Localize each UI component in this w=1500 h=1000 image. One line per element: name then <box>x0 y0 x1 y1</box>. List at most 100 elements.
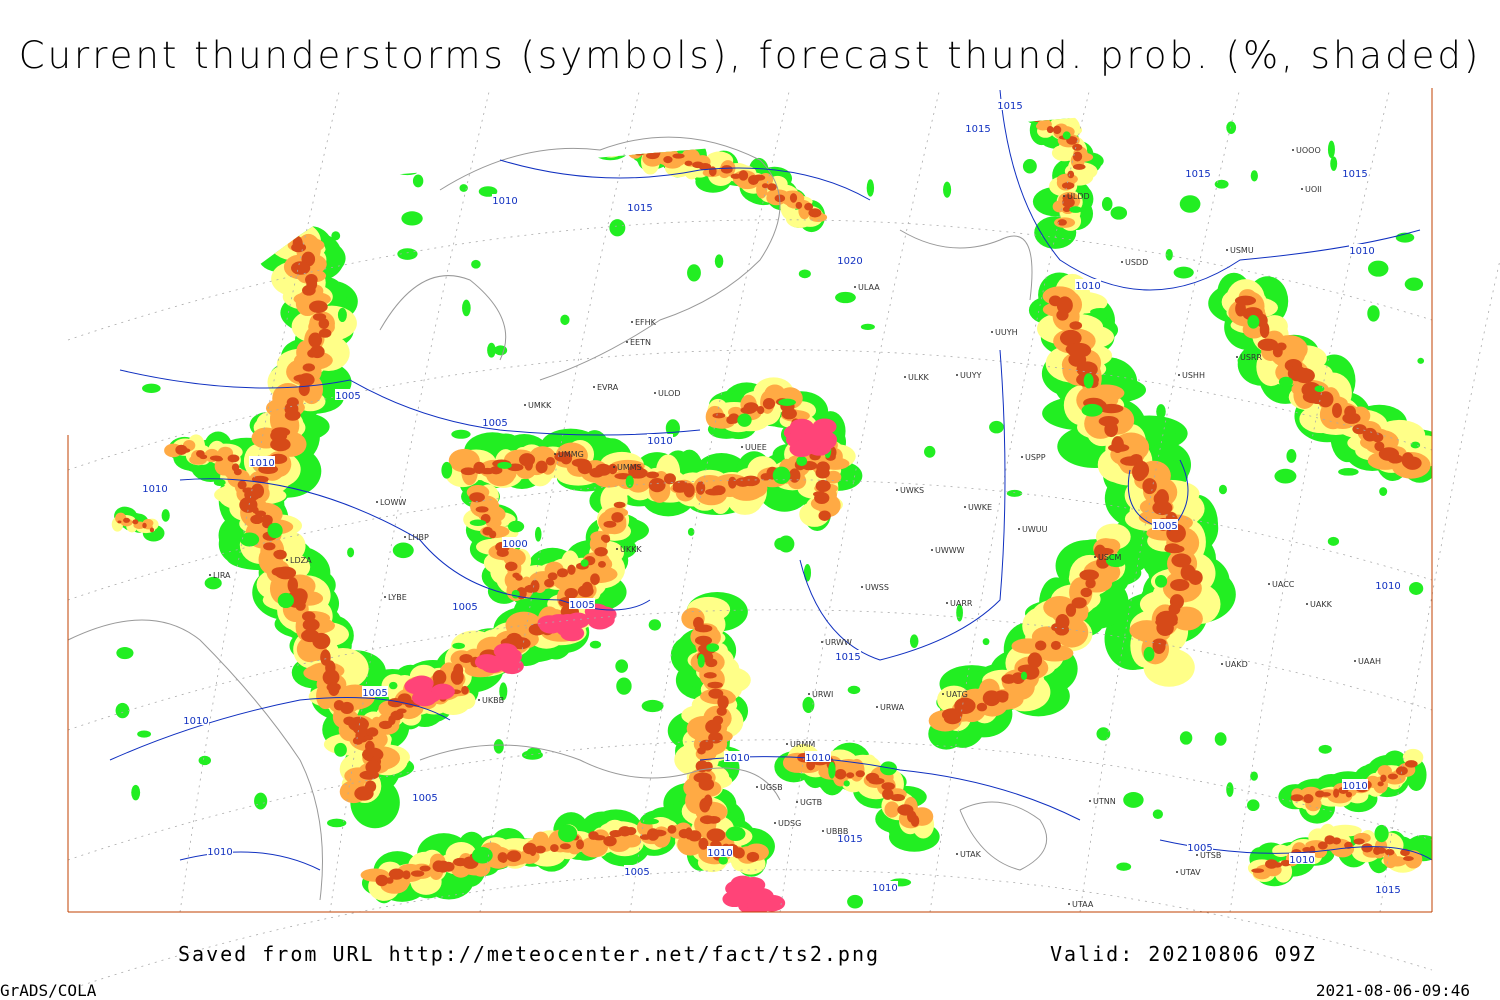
shade-blob <box>706 828 726 842</box>
station-dot <box>1178 374 1180 376</box>
storm-symbols <box>493 643 518 660</box>
isobar-label: 1010 <box>707 848 732 859</box>
shade-speck <box>924 445 936 458</box>
shade-blob <box>705 658 718 668</box>
shade-blob <box>613 501 626 509</box>
shade-blob <box>699 815 715 825</box>
shade-blob <box>459 654 473 663</box>
shade-speck <box>499 682 508 701</box>
shade-speck <box>511 589 520 599</box>
shade-blob <box>868 777 885 785</box>
isobar-label-bg <box>627 201 653 212</box>
shade-blob <box>1259 321 1270 339</box>
station-code: USMU <box>1230 246 1254 255</box>
shade-speck <box>397 248 418 260</box>
shade-blob <box>1328 824 1362 837</box>
shade-speck <box>777 535 795 553</box>
shade-speck <box>1062 131 1071 140</box>
timestamp: 2021-08-06-09:46 <box>1316 981 1470 1000</box>
isobar-label-bg <box>1349 244 1375 255</box>
isobar-label-bg <box>997 99 1023 110</box>
shade-speck <box>1123 791 1144 808</box>
shade-blob <box>117 520 122 524</box>
station-dot <box>616 548 618 550</box>
shade-speck <box>1022 158 1037 174</box>
shade-blob <box>261 514 273 525</box>
shade-blob <box>684 160 693 166</box>
shade-blob <box>1104 421 1118 438</box>
shade-speck <box>625 475 634 488</box>
coastline <box>899 229 1033 301</box>
shade-blob <box>250 514 264 525</box>
station-dot <box>808 693 810 695</box>
shade-speck <box>493 739 504 754</box>
isobar-label: 1015 <box>1185 169 1210 180</box>
station-dot <box>631 321 633 323</box>
isobar-label-bg <box>452 600 478 611</box>
station-code: UUYH <box>995 328 1018 337</box>
shade-blob <box>1108 443 1130 452</box>
shade-blob <box>547 572 558 581</box>
shade-blob <box>149 527 155 533</box>
isobar-label: 1010 <box>249 458 274 469</box>
shade-blob <box>1332 402 1342 418</box>
shade-blob <box>458 692 476 710</box>
shade-blob <box>1386 856 1407 867</box>
shade-blob <box>1309 845 1316 856</box>
shade-speck <box>1417 357 1425 364</box>
shade-blob <box>667 824 677 834</box>
isobar-label: 1010 <box>647 436 672 447</box>
isobar-label-bg <box>142 482 168 493</box>
station-dot <box>376 501 378 503</box>
station-dot <box>1268 583 1270 585</box>
shade-speck <box>412 174 424 188</box>
shade-blob <box>1387 454 1404 464</box>
shade-blob <box>1332 837 1342 845</box>
shade-speck <box>1286 449 1297 463</box>
shade-speck <box>648 619 662 631</box>
isobar-label: 1005 <box>624 867 649 878</box>
shade-speck <box>347 547 355 558</box>
shade-speck <box>497 461 512 469</box>
shade-blob <box>698 777 715 791</box>
source-note: Saved from URL http://meteocenter.net/fa… <box>178 942 880 966</box>
station-code: UARR <box>950 599 973 608</box>
shade-speck <box>1367 260 1389 277</box>
station-code: UBBB <box>826 827 848 836</box>
shade-speck <box>471 259 481 269</box>
station-dot <box>942 693 944 695</box>
station-code: LOWW <box>380 498 406 507</box>
shade-speck <box>835 291 856 304</box>
shade-blob <box>881 782 895 791</box>
isobar-label: 1015 <box>627 203 652 214</box>
coastline <box>959 801 1048 871</box>
shade-blob <box>1272 862 1283 868</box>
shade-blob <box>788 468 801 483</box>
shade-blob <box>534 845 546 854</box>
station-dot <box>821 641 823 643</box>
shade-blob <box>1096 547 1114 556</box>
shade-blob <box>1067 170 1075 179</box>
shade-blob <box>1403 856 1414 862</box>
shade-speck <box>1090 308 1111 316</box>
station-code: USCM <box>1098 553 1122 562</box>
station-dot <box>1176 871 1178 873</box>
isobar-label: 1010 <box>142 484 167 495</box>
station-code: URWA <box>880 703 905 712</box>
shade-blob <box>388 868 405 880</box>
shade-speck <box>982 638 990 646</box>
shade-blob <box>1170 578 1190 591</box>
shade-speck <box>142 383 161 393</box>
shade-blob <box>741 475 760 487</box>
shade-blob <box>1272 346 1283 358</box>
shade-speck <box>392 542 414 559</box>
station-dot <box>822 830 824 832</box>
isobar-label: 1000 <box>502 539 527 550</box>
shade-speck <box>1327 140 1335 159</box>
shade-blob <box>1380 774 1387 783</box>
shade-blob <box>535 460 548 474</box>
shade-blob <box>1152 500 1173 516</box>
station-dot <box>1021 456 1023 458</box>
graticule <box>67 739 1433 861</box>
shade-speck <box>803 563 812 582</box>
